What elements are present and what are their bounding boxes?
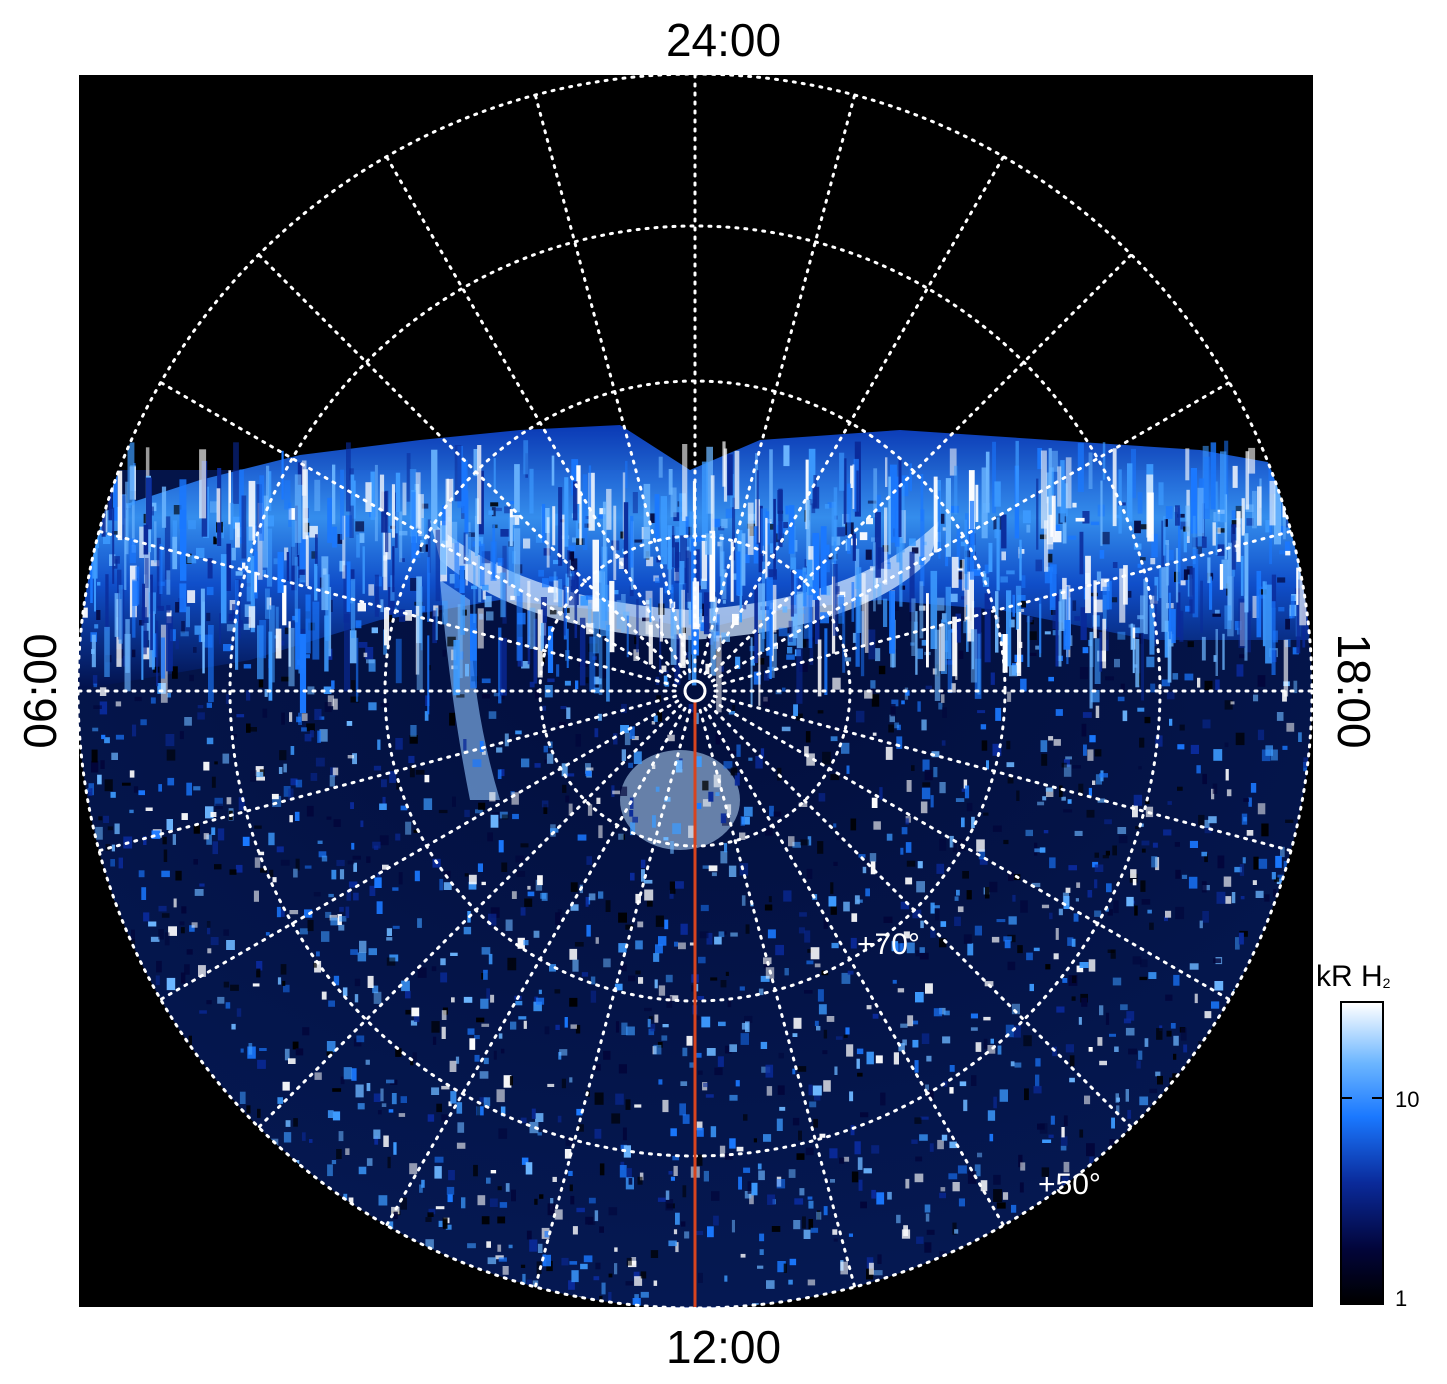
meridian-line: [712, 529, 1293, 688]
meridian-line: [97, 694, 678, 853]
colorbar-title: kR H2: [1316, 960, 1390, 994]
colorbar-tick-10: [1340, 1097, 1352, 1099]
meridian-line: [707, 703, 1133, 1129]
local-time-12-label: 12:00: [665, 1321, 782, 1373]
colorbar-tick-label-10: 10: [1395, 1087, 1420, 1112]
meridian-line: [97, 529, 678, 688]
latitude-50-label: +50°: [1038, 1168, 1101, 1201]
lat-lon-grid: [76, 72, 1314, 1310]
colorbar-title-text: kR H: [1316, 960, 1383, 993]
meridian-line: [257, 703, 683, 1129]
local-time-06-label: 06:00: [14, 633, 66, 749]
meridian-line: [698, 93, 857, 674]
meridian-line: [710, 699, 1231, 1001]
meridian-line: [257, 253, 683, 679]
meridian-line: [385, 706, 687, 1227]
local-time-18-label: 18:00: [1328, 633, 1380, 749]
meridian-line: [533, 93, 692, 674]
meridian-line: [159, 381, 680, 683]
meridian-line: [703, 706, 1005, 1227]
colorbar-title-subscript: 2: [1382, 975, 1391, 991]
colorbar: [1340, 1001, 1384, 1305]
meridian-line: [698, 708, 857, 1289]
meridian-line: [159, 699, 680, 1001]
latitude-70-label: +70°: [857, 928, 920, 961]
meridian-line: [385, 155, 687, 676]
local-time-24-label: 24:00: [665, 14, 782, 66]
colorbar-tick-10-right: [1372, 1097, 1384, 1099]
meridian-line: [703, 155, 1005, 676]
meridian-line: [533, 708, 692, 1289]
pole-marker-icon: [683, 679, 707, 703]
colorbar-tick-label-1: 1: [1395, 1286, 1408, 1311]
aurora-emission-map: [78, 75, 1312, 1308]
meridian-line: [712, 694, 1293, 853]
meridian-line: [710, 381, 1231, 683]
meridian-line: [707, 253, 1133, 679]
